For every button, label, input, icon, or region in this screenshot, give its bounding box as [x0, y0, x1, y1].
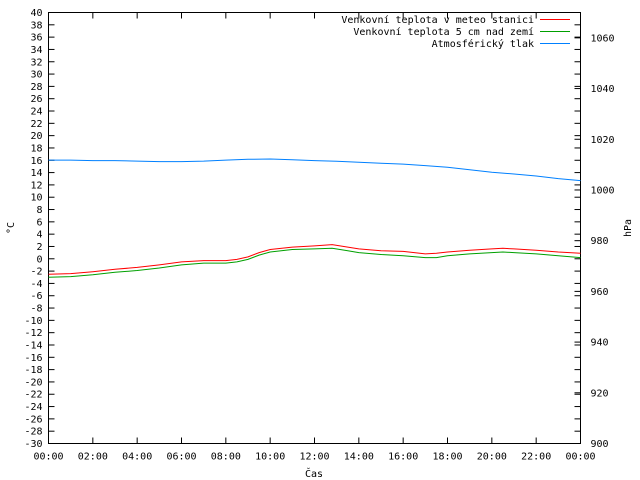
y-left-tick-label: 18 — [30, 143, 42, 154]
x-tick-label: 16:00 — [388, 452, 418, 463]
y-left-tick-label: -8 — [30, 304, 42, 315]
y-left-tick-label: 12 — [30, 180, 42, 191]
y-axis-label-left: °C — [6, 222, 17, 234]
y-left-tick-label: 36 — [30, 33, 42, 44]
y-left-tick-label: 34 — [30, 45, 42, 56]
y-axis-label-right: hPa — [623, 219, 634, 237]
y-left-tick-label: 22 — [30, 119, 42, 130]
y-left-tick-label: -18 — [24, 365, 42, 376]
y-left-tick-label: -12 — [24, 328, 42, 339]
y-left-tick-label: 30 — [30, 70, 42, 81]
y-right-tick-label: 1020 — [591, 135, 615, 146]
legend-label-2: Venkovní teplota 5 cm nad zemí — [353, 26, 534, 38]
x-tick-label: 18:00 — [432, 452, 462, 463]
x-tick-label: 08:00 — [211, 452, 241, 463]
x-tick-label: 12:00 — [299, 452, 329, 463]
y-right-tick-label: 980 — [591, 236, 609, 247]
plot-frame — [48, 12, 581, 444]
y-left-tick-label: -4 — [30, 279, 42, 290]
y-right-tick-label: 920 — [591, 388, 609, 399]
y-left-tick-label: 10 — [30, 193, 42, 204]
y-left-tick-label: 16 — [30, 156, 42, 167]
y-left-tick-label: 40 — [30, 8, 42, 19]
y-left-tick-label: -24 — [24, 402, 42, 413]
y-left-tick-label: -26 — [24, 414, 42, 425]
tick-labels: -30-28-26-24-22-20-18-16-14-12-10-8-6-4-… — [24, 8, 614, 463]
y-left-tick-label: -14 — [24, 340, 42, 351]
x-tick-label: 06:00 — [166, 452, 196, 463]
y-left-tick-label: 38 — [30, 20, 42, 31]
tick-marks — [48, 12, 581, 444]
y-left-tick-label: -20 — [24, 377, 42, 388]
y-left-tick-label: -16 — [24, 353, 42, 364]
series-group — [48, 158, 581, 278]
x-tick-label: 10:00 — [255, 452, 285, 463]
x-tick-label: 14:00 — [344, 452, 374, 463]
y-left-tick-label: -30 — [24, 439, 42, 450]
y-left-tick-label: -6 — [30, 291, 42, 302]
x-tick-label: 00:00 — [33, 452, 63, 463]
y-right-tick-label: 1060 — [591, 33, 615, 44]
legend-label-3: Atmosférický tlak — [432, 38, 534, 50]
y-left-tick-label: 20 — [30, 131, 42, 142]
y-left-tick-label: 0 — [36, 254, 42, 265]
x-tick-label: 20:00 — [477, 452, 507, 463]
y-right-tick-label: 960 — [591, 287, 609, 298]
y-right-tick-label: 900 — [591, 439, 609, 450]
y-left-tick-label: 6 — [36, 217, 42, 228]
x-tick-label: 02:00 — [78, 452, 108, 463]
y-left-tick-label: -22 — [24, 390, 42, 401]
y-left-tick-label: -28 — [24, 427, 42, 438]
series-line-1 — [48, 244, 581, 275]
y-left-tick-label: 14 — [30, 168, 42, 179]
x-axis-label: Čas — [305, 467, 323, 480]
y-left-tick-label: 32 — [30, 57, 42, 68]
x-tick-label: 04:00 — [122, 452, 152, 463]
legend-label-1: Venkovní teplota v meteo stanici — [341, 14, 534, 26]
y-left-tick-label: -10 — [24, 316, 42, 327]
legend: Venkovní teplota v meteo staniciVenkovní… — [341, 14, 570, 50]
y-left-tick-label: 8 — [36, 205, 42, 216]
x-tick-label: 22:00 — [521, 452, 551, 463]
x-tick-label: 00:00 — [565, 452, 595, 463]
y-left-tick-label: 26 — [30, 94, 42, 105]
y-right-tick-label: 940 — [591, 338, 609, 349]
series-line-3 — [48, 158, 581, 182]
y-right-tick-label: 1040 — [591, 84, 615, 95]
y-right-tick-label: 1000 — [591, 185, 615, 196]
y-left-tick-label: 28 — [30, 82, 42, 93]
y-left-tick-label: 2 — [36, 242, 42, 253]
y-left-tick-label: 24 — [30, 107, 42, 118]
series-line-2 — [48, 247, 581, 278]
y-left-tick-label: 4 — [36, 230, 42, 241]
y-left-tick-label: -2 — [30, 267, 42, 278]
